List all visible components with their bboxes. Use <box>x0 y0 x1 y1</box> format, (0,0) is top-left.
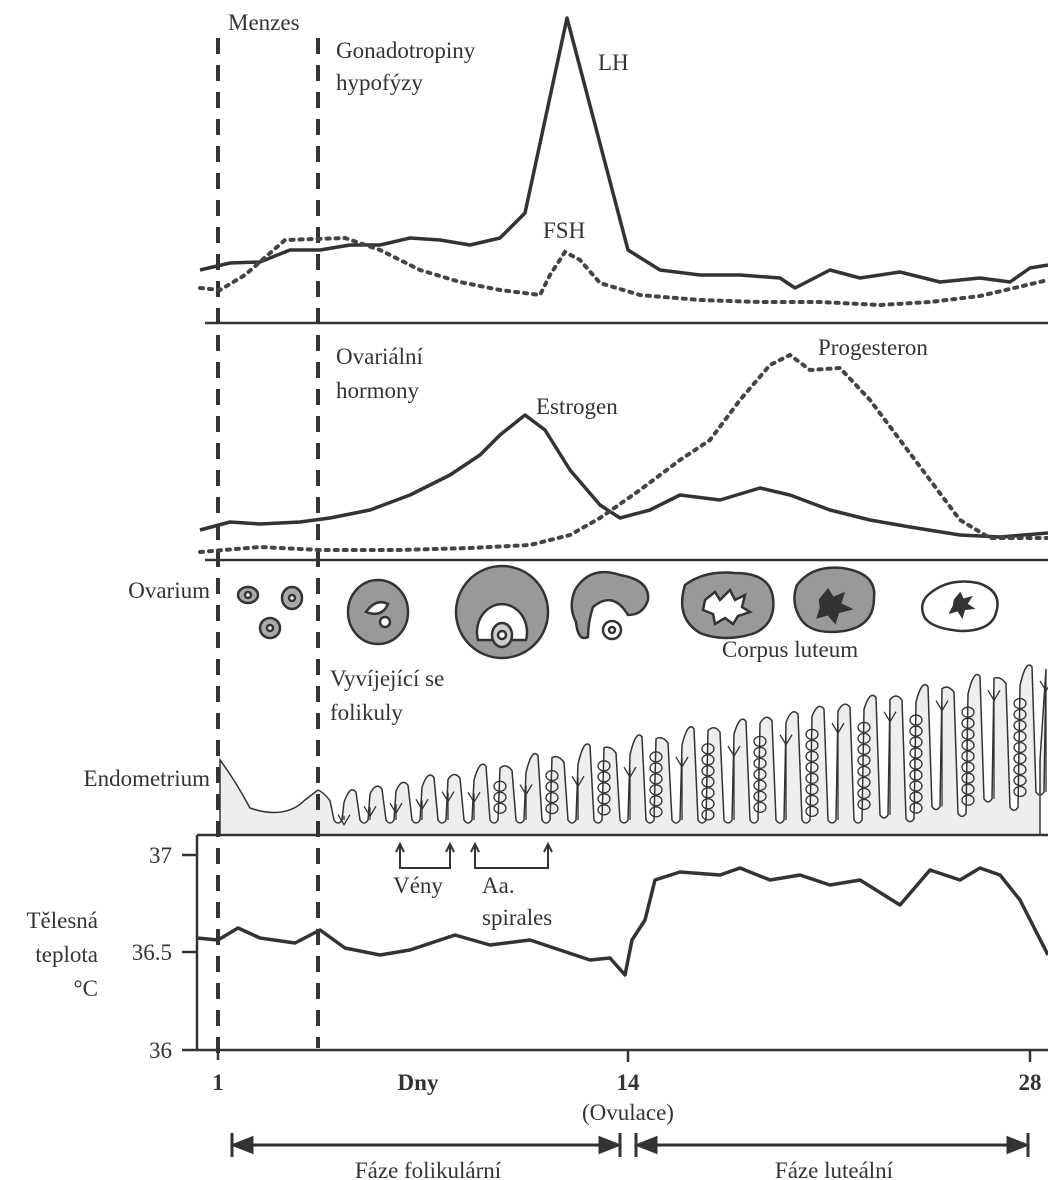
panel-label: hypofýzy <box>336 70 423 95</box>
panel-label: hormony <box>336 378 420 403</box>
arteries-label: Aa. <box>482 873 515 898</box>
drawing-part <box>498 631 506 639</box>
x-axis-label: Dny <box>398 1070 439 1095</box>
menses-label: Menzes <box>228 10 300 35</box>
temperature-frame <box>197 835 1048 1050</box>
x-tick-label: 28 <box>1019 1070 1042 1095</box>
drawing-part <box>289 595 295 601</box>
drawing-part <box>245 592 251 598</box>
temperature-curve <box>197 868 1048 975</box>
veins-label: Vény <box>393 873 443 898</box>
drawing-part <box>396 844 454 868</box>
arteries-label: spirales <box>482 905 552 930</box>
drawing-part <box>267 625 273 631</box>
temperature-label: teplota <box>35 942 98 967</box>
endometrium-label: Endometrium <box>84 766 211 791</box>
drawing-part <box>232 1133 1028 1157</box>
drawing-part <box>380 617 390 627</box>
phase-arrows <box>232 1133 1028 1157</box>
fsh-label: FSH <box>543 218 585 243</box>
follicles-label: folikuly <box>330 700 403 725</box>
lh-label: LH <box>598 50 629 75</box>
panel-label: Ovariální <box>336 344 423 369</box>
progesterone-label: Progesteron <box>818 335 928 360</box>
drawing-part <box>471 844 552 868</box>
y-tick-label: 37 <box>149 843 172 868</box>
panel-label: Gonadotropiny <box>336 38 476 63</box>
temperature-label: Tělesná <box>26 908 98 933</box>
follicles-label: Vyvíjející se <box>330 666 444 691</box>
progesterone-curve <box>200 355 1048 552</box>
corpus-luteum-label: Corpus luteum <box>722 637 858 662</box>
ovary-label: Ovarium <box>128 578 210 603</box>
x-tick-label: 14 <box>617 1070 641 1095</box>
cycle-diagram: Menzes Gonadotropiny hypofýzy LH FSH Ova… <box>0 0 1048 1180</box>
drawing-part <box>609 627 615 633</box>
estrogen-label: Estrogen <box>536 394 618 419</box>
ovulation-label: (Ovulace) <box>582 1100 674 1125</box>
x-tick-label: 1 <box>212 1070 224 1095</box>
brackets <box>396 844 552 868</box>
estrogen-curve <box>200 415 1048 537</box>
ovary-icons <box>238 566 998 658</box>
phase-label: Fáze luteální <box>775 1158 894 1180</box>
temperature-label: °C <box>73 976 98 1001</box>
y-tick-label: 36.5 <box>132 940 172 965</box>
y-tick-label: 36 <box>149 1038 172 1063</box>
phase-label: Fáze folikulární <box>355 1158 502 1180</box>
